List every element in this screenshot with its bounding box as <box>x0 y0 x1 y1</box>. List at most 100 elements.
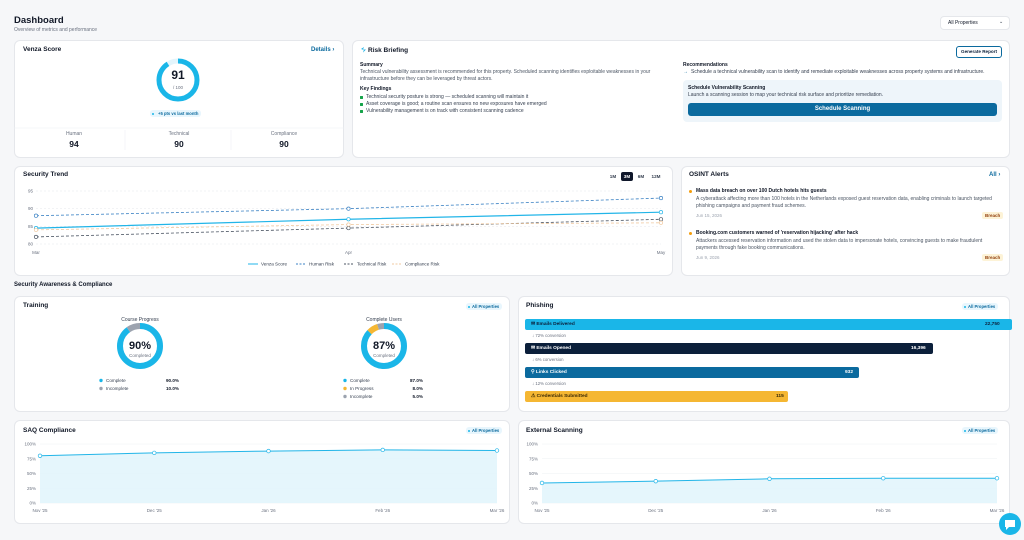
legend-value: 8.0% <box>413 386 423 391</box>
range-button[interactable]: 1M <box>609 174 617 179</box>
x-tick-label: Dec '25 <box>648 508 664 513</box>
alert-text: Attackers accessed reservation informati… <box>696 238 983 251</box>
donut-center: 90% <box>129 340 151 352</box>
series-point <box>494 448 500 453</box>
alert-tag: Breach <box>982 212 1004 219</box>
card-title: SAQ Compliance <box>23 427 76 434</box>
legend-label: Complete <box>106 378 126 383</box>
chevron: ⌄ <box>999 19 1004 25</box>
y-tick-label: 50% <box>27 471 36 476</box>
y-tick-label: 0% <box>531 501 538 506</box>
cta-title: Schedule Vulnerability Scanning <box>688 85 766 91</box>
series-point <box>658 196 664 201</box>
schedule-button[interactable]: Schedule Scanning <box>688 103 997 116</box>
scope-badge: All Properties <box>466 303 503 310</box>
x-tick-label: Mar <box>32 250 40 255</box>
funnel-bar <box>525 391 788 402</box>
y-tick-label: 75% <box>529 456 538 461</box>
filter-label: All Properties <box>948 20 978 26</box>
x-tick-label: Feb '26 <box>876 508 891 513</box>
conversion: ↓ 12% conversion <box>532 381 566 386</box>
range-button[interactable]: 12M <box>651 174 661 179</box>
stage-value: 22,750 <box>985 322 1000 327</box>
x-tick-label: Mar '26 <box>990 508 1005 513</box>
alert-date: Jun 15, 2026 <box>696 213 723 218</box>
scope-badge: All Properties <box>962 427 999 434</box>
page-title: Dashboard <box>14 15 64 26</box>
subscore-label: Compliance <box>270 131 298 137</box>
x-tick-label: Nov '25 <box>534 508 550 513</box>
y-tick-label: 50% <box>529 471 538 476</box>
series-point <box>33 213 39 218</box>
series-point <box>346 226 351 231</box>
stage-label: ⚲ Links Clicked <box>531 370 567 375</box>
series-point <box>346 222 351 227</box>
y-tick-label: 25% <box>27 486 36 491</box>
legend-swatch <box>99 386 103 391</box>
subscore-label: Human <box>65 131 83 137</box>
alert-title: Mass data breach on over 100 Dutch hotel… <box>696 188 827 194</box>
series-point <box>881 476 886 481</box>
legend-value: 87.0% <box>410 378 423 383</box>
legend-value: 90.0% <box>166 378 179 383</box>
legend-value: 5.0% <box>413 394 423 399</box>
series-point <box>152 450 157 456</box>
section-title: Security Awareness & Compliance <box>14 282 113 288</box>
property-filter[interactable]: All Properties ⌄ <box>940 16 1010 30</box>
range-button[interactable]: 3M <box>621 172 633 181</box>
donut-segment <box>156 58 200 102</box>
funnel-bar <box>525 367 859 378</box>
range-button[interactable]: 6M <box>637 174 645 179</box>
series-point <box>380 447 385 453</box>
card-title: Risk Briefing <box>368 47 409 54</box>
section-label: Recommendations <box>683 62 728 68</box>
stage-text: Credentials Submitted <box>536 394 588 399</box>
conversion: ↓ 6% conversion <box>532 357 564 362</box>
legend-swatch <box>343 386 347 391</box>
x-tick-label: Feb '26 <box>375 508 390 513</box>
conversion-text: 6% conversion <box>535 357 564 362</box>
x-tick-label: Dec '25 <box>147 508 163 513</box>
card-title: Security Trend <box>23 171 69 178</box>
series-point <box>767 476 772 481</box>
subscore-label: Technical <box>168 131 190 137</box>
legend-label: Venza Score <box>261 262 287 267</box>
x-tick-label: Apr <box>345 250 353 255</box>
alert-tag: Breach <box>982 254 1004 261</box>
details-link[interactable]: Details › <box>311 47 335 53</box>
x-tick-label: Nov '25 <box>32 508 48 513</box>
conversion-text: 12% conversion <box>535 381 566 386</box>
link-text: Details <box>311 47 331 53</box>
y-tick-label: 80 <box>28 242 34 247</box>
series-point <box>266 448 271 454</box>
donut-segment <box>361 323 407 369</box>
stage-text: Emails Delivered <box>536 322 575 327</box>
donut-segment <box>117 323 163 369</box>
finding: Vulnerability management is on track wit… <box>360 109 524 114</box>
legend-swatch <box>99 378 103 383</box>
conversion-text: 72% conversion <box>535 333 566 338</box>
link-text: All <box>989 172 997 178</box>
series-point <box>653 479 658 484</box>
card-title: Training <box>23 302 49 309</box>
subscore-value: 90 <box>174 139 184 149</box>
card-title: Phishing <box>526 302 554 309</box>
x-tick-label: May <box>657 250 666 255</box>
donut-caption: Completed <box>373 353 395 358</box>
legend-swatch <box>343 378 347 383</box>
finding: Technical security posture is strong — s… <box>360 95 528 100</box>
finding: Asset coverage is good; a routine scan e… <box>360 102 547 107</box>
stage-text: Emails Opened <box>536 346 572 351</box>
all-link[interactable]: All › <box>989 172 1001 178</box>
change-badge: +5 pts vs last month <box>150 110 202 117</box>
risk-icon <box>361 47 366 53</box>
recommendation: Schedule a technical vulnerability scan … <box>691 69 985 75</box>
series-point <box>33 234 39 239</box>
series-point <box>658 210 664 215</box>
generate-report-button[interactable]: Generate Report <box>956 46 1002 58</box>
change-text: +5 pts vs last month <box>158 111 199 116</box>
alert-text: A cyberattack affecting more than 100 ho… <box>696 196 992 209</box>
series-point <box>37 453 43 458</box>
